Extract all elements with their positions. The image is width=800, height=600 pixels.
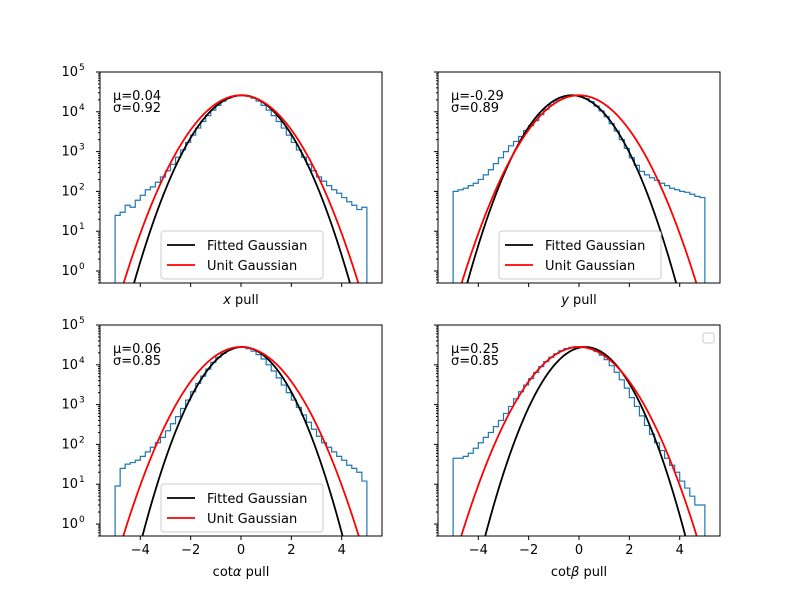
unit-gaussian-curve: [122, 94, 360, 283]
legend-entry: Fitted Gaussian: [207, 492, 307, 507]
x-tick-label: 0: [575, 543, 583, 558]
y-tick-exponent: 2: [79, 435, 85, 445]
y-tick-exponent: 4: [79, 103, 85, 113]
legend-entry: Fitted Gaussian: [207, 239, 307, 254]
y-tick-exponent: 0: [79, 515, 85, 525]
y-tick-label: 10: [61, 145, 78, 160]
x-axis-label: cotβ pull: [551, 565, 607, 580]
x-tick-label: 4: [676, 543, 684, 558]
legend-box: [160, 483, 324, 533]
y-tick-exponent: 1: [79, 475, 85, 485]
y-tick-label: 10: [61, 318, 78, 333]
x-tick-label: 2: [625, 543, 633, 558]
legend-box: [498, 230, 662, 280]
y-tick-exponent: 0: [79, 262, 85, 272]
sigma-annotation: σ=0.85: [451, 354, 499, 369]
x-tick-label: 0: [237, 543, 245, 558]
mu-annotation: μ=-0.29: [451, 89, 504, 104]
y-tick-label: 10: [61, 358, 78, 373]
y-tick-exponent: 3: [79, 143, 85, 153]
subplot-4: −4 −2 0 2 4 cotβ pull μ=0.25σ=0.85: [434, 324, 721, 580]
x-tick-label: 4: [338, 543, 346, 558]
x-tick-label: 2: [287, 543, 295, 558]
legend-entry: Unit Gaussian: [207, 512, 297, 527]
y-tick-exponent: 5: [79, 63, 85, 73]
y-tick-exponent: 5: [79, 316, 85, 326]
x-tick-label: −2: [181, 543, 200, 558]
y-tick-label: 10: [61, 264, 78, 279]
subplot-2: y pull μ=-0.29σ=0.89 Fitted Gaussian Unit G…: [434, 71, 721, 308]
x-axis-label: x pull: [222, 293, 259, 308]
fitted-gaussian-curve: [466, 94, 678, 283]
y-tick-label: 10: [61, 517, 78, 532]
x-axis-label: cotα pull: [213, 565, 270, 580]
x-tick-label: −2: [519, 543, 538, 558]
unit-gaussian-curve: [460, 94, 698, 283]
x-tick-label: −4: [131, 543, 150, 558]
legend: Fitted Gaussian Unit Gaussian: [160, 230, 324, 280]
sigma-annotation: σ=0.92: [113, 101, 161, 116]
y-tick-label: 10: [61, 184, 78, 199]
sigma-annotation: σ=0.85: [113, 354, 161, 369]
y-tick-label: 10: [61, 398, 78, 413]
plot-area: [114, 346, 368, 536]
sigma-annotation: σ=0.89: [451, 101, 499, 116]
y-tick-label: 10: [61, 105, 78, 120]
y-tick-exponent: 2: [79, 182, 85, 192]
y-tick-label: 10: [61, 224, 78, 239]
y-tick-exponent: 3: [79, 396, 85, 406]
legend-box: [160, 230, 324, 280]
empty-legend: [702, 332, 715, 344]
legend-entry: Unit Gaussian: [545, 259, 635, 274]
y-tick-exponent: 4: [79, 356, 85, 366]
plot-area: [452, 346, 706, 536]
plot-area: [114, 94, 368, 283]
y-tick-label: 10: [61, 437, 78, 452]
mu-annotation: μ=0.25: [451, 342, 499, 357]
legend-entry: Fitted Gaussian: [545, 239, 645, 254]
y-tick-exponent: 1: [79, 222, 85, 232]
legend: Fitted Gaussian Unit Gaussian: [160, 483, 324, 533]
unit-gaussian-curve: [460, 346, 698, 536]
mu-annotation: μ=0.04: [113, 89, 161, 104]
legend-entry: Unit Gaussian: [207, 259, 297, 274]
y-tick-label: 10: [61, 477, 78, 492]
plot-area: [452, 94, 706, 283]
x-axis-label: y pull: [560, 293, 597, 308]
x-tick-label: −4: [469, 543, 488, 558]
fitted-gaussian-curve: [484, 346, 687, 536]
y-tick-label: 10: [61, 65, 78, 80]
mu-annotation: μ=0.06: [113, 342, 161, 357]
unit-gaussian-curve: [122, 346, 360, 536]
legend: Fitted Gaussian Unit Gaussian: [498, 230, 662, 280]
